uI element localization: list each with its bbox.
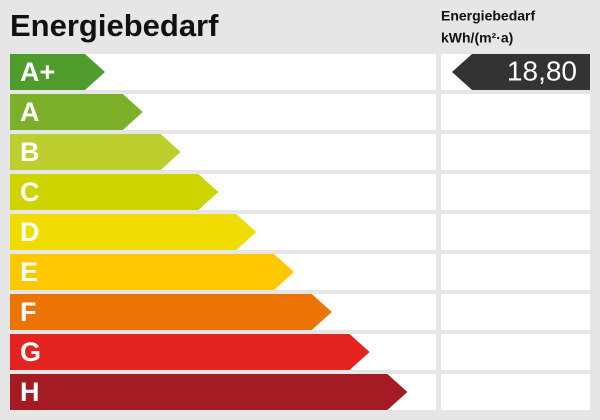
class-arrow	[10, 254, 294, 290]
column-title: Energiebedarf	[441, 8, 535, 24]
class-label: B	[20, 137, 40, 167]
class-label: G	[20, 337, 41, 367]
value-cell	[441, 134, 590, 170]
value-cell	[441, 334, 590, 370]
class-arrow	[10, 174, 219, 210]
class-label: D	[20, 217, 40, 247]
class-label: A	[20, 97, 40, 127]
class-arrow	[10, 54, 105, 90]
title: Energiebedarf	[10, 8, 219, 43]
value-cell	[441, 374, 590, 410]
class-label: F	[20, 297, 37, 327]
value-arrow	[452, 54, 590, 90]
class-arrow	[10, 134, 181, 170]
column-unit: kWh/(m²·a)	[441, 30, 513, 46]
value-text: 18,80	[507, 55, 577, 86]
class-arrow	[10, 294, 332, 330]
value-cell	[441, 94, 590, 130]
class-arrow	[10, 374, 408, 410]
value-cell	[441, 294, 590, 330]
class-label: H	[20, 377, 40, 407]
class-label: A+	[20, 57, 55, 87]
class-label: E	[20, 257, 38, 287]
value-cell	[441, 254, 590, 290]
value-cell	[441, 174, 590, 210]
class-arrow	[10, 214, 257, 250]
class-label: C	[20, 177, 40, 207]
class-arrow	[10, 334, 370, 370]
value-cell	[441, 214, 590, 250]
class-arrow	[10, 94, 143, 130]
